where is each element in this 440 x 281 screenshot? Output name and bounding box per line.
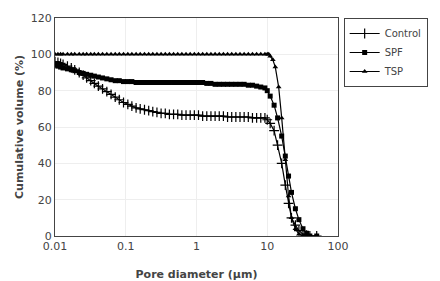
svg-text:0: 0: [45, 230, 52, 243]
svg-text:10: 10: [260, 240, 274, 253]
svg-text:0.1: 0.1: [117, 240, 135, 253]
svg-text:120: 120: [31, 12, 52, 25]
svg-text:1: 1: [193, 240, 200, 253]
svg-text:0.01: 0.01: [43, 240, 68, 253]
svg-text:Cumulative volume (%): Cumulative volume (%): [13, 55, 26, 199]
svg-text:100: 100: [31, 48, 52, 61]
svg-text:100: 100: [328, 240, 349, 253]
svg-text:Control: Control: [385, 28, 421, 39]
svg-text:TSP: TSP: [384, 66, 404, 77]
svg-text:80: 80: [38, 85, 52, 98]
svg-text:SPF: SPF: [385, 47, 403, 58]
svg-text:60: 60: [38, 121, 52, 134]
svg-text:40: 40: [38, 157, 52, 170]
svg-text:Pore diameter (μm): Pore diameter (μm): [136, 268, 258, 281]
svg-text:20: 20: [38, 194, 52, 207]
